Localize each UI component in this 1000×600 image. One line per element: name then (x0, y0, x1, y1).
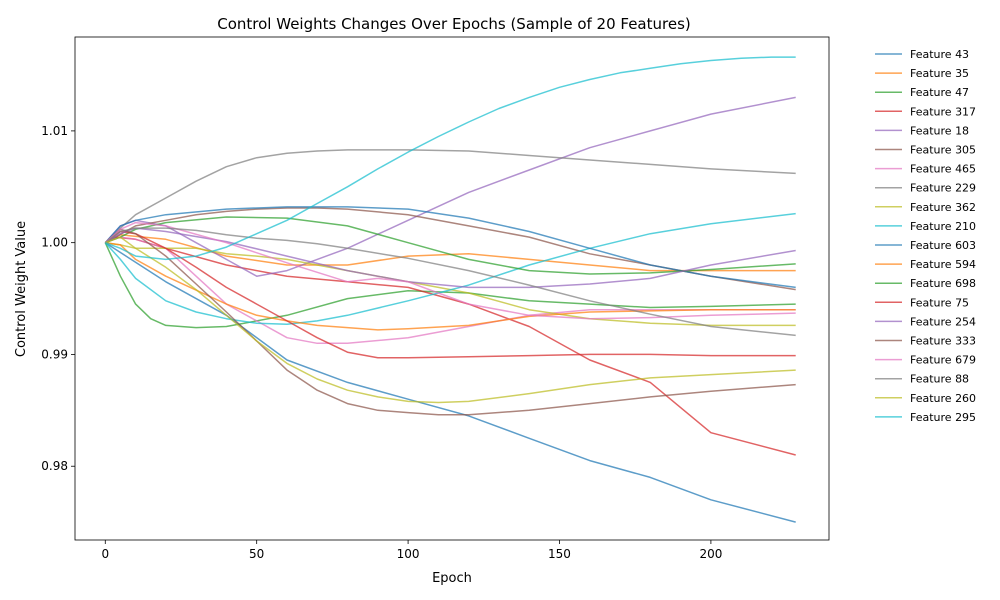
legend-label: Feature 465 (910, 163, 976, 176)
x-tick-label: 150 (548, 547, 571, 561)
series-line-feature-229 (104, 149, 796, 244)
legend-label: Feature 88 (910, 373, 969, 386)
legend-label: Feature 260 (910, 392, 976, 405)
series-line-feature-254 (104, 227, 796, 289)
x-tick-label: 0 (101, 547, 109, 561)
legend-label: Feature 210 (910, 220, 976, 233)
series-line-feature-603 (104, 206, 796, 289)
y-tick-label: 1.00 (41, 236, 68, 250)
legend-label: Feature 229 (910, 182, 976, 195)
series-line-feature-35 (104, 234, 796, 272)
series-line-feature-679 (104, 221, 796, 320)
y-axis-label: Control Weight Value (14, 221, 29, 357)
y-tick-label: 0.99 (41, 347, 68, 361)
legend-label: Feature 75 (910, 296, 969, 309)
x-tick-label: 100 (397, 547, 420, 561)
series-line-feature-75 (104, 230, 796, 359)
legend-label: Feature 362 (910, 201, 976, 214)
series-line-feature-594 (105, 241, 796, 331)
series-line-feature-18 (104, 96, 796, 277)
legend-label: Feature 18 (910, 124, 969, 137)
series-line-feature-88 (104, 227, 796, 337)
legend-label: Feature 35 (910, 67, 969, 80)
series-line-feature-698 (105, 216, 796, 275)
series-line-feature-43 (104, 242, 796, 523)
series-line-feature-295 (105, 56, 796, 261)
chart-title: Control Weights Changes Over Epochs (Sam… (217, 15, 691, 33)
legend-label: Feature 43 (910, 48, 969, 61)
series-line-feature-260 (105, 236, 796, 404)
series-line-feature-465 (105, 236, 796, 345)
series-line-feature-210 (104, 212, 796, 326)
series-line-feature-333 (104, 228, 796, 416)
legend-label: Feature 47 (910, 86, 969, 99)
legend-label: Feature 603 (910, 239, 976, 252)
legend-label: Feature 295 (910, 411, 976, 424)
x-axis-label: Epoch (432, 571, 472, 586)
legend-label: Feature 333 (910, 335, 976, 348)
legend-label: Feature 317 (910, 105, 976, 118)
legend-label: Feature 254 (910, 315, 976, 328)
series-line-feature-47 (104, 242, 796, 329)
x-tick-label: 50 (249, 547, 264, 561)
legend-label: Feature 679 (910, 354, 976, 367)
legend: Feature 43 Feature 35 Feature 47 Feature 31… (875, 48, 976, 424)
legend-label: Feature 305 (910, 144, 976, 157)
axes-frame (74, 36, 830, 541)
legend-label: Feature 594 (910, 258, 976, 271)
x-tick-label: 200 (699, 547, 722, 561)
y-tick-label: 1.01 (41, 124, 68, 138)
series-line-feature-305 (104, 207, 796, 291)
legend-label: Feature 698 (910, 277, 976, 290)
y-tick-label: 0.98 (41, 459, 68, 473)
plot-area: 0 50 100 150 200 0.98 0.99 1.00 1.01 (41, 36, 830, 561)
